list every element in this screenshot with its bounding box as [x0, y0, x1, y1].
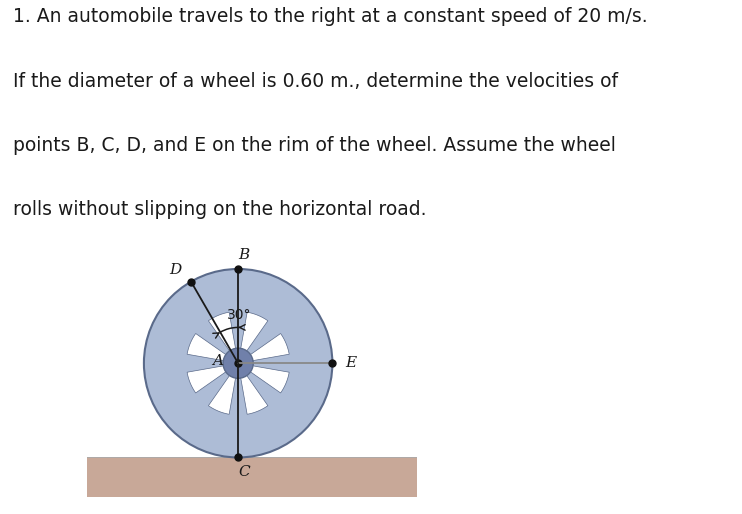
Polygon shape [240, 373, 268, 414]
Circle shape [223, 348, 253, 378]
Bar [88, 457, 417, 497]
Polygon shape [240, 312, 268, 354]
Text: A: A [212, 354, 223, 369]
Text: If the diameter of a wheel is 0.60 m., determine the velocities of: If the diameter of a wheel is 0.60 m., d… [13, 71, 618, 90]
Text: E: E [346, 356, 357, 370]
Text: 30°: 30° [227, 308, 252, 322]
Polygon shape [187, 334, 229, 361]
Polygon shape [247, 365, 289, 393]
Circle shape [144, 269, 332, 457]
Text: B: B [238, 248, 249, 262]
Text: C: C [238, 465, 249, 479]
Polygon shape [209, 373, 236, 414]
Polygon shape [247, 334, 289, 361]
Polygon shape [187, 365, 229, 393]
Text: 1. An automobile travels to the right at a constant speed of 20 m/s.: 1. An automobile travels to the right at… [13, 7, 648, 26]
Text: rolls without slipping on the horizontal road.: rolls without slipping on the horizontal… [13, 200, 427, 219]
Text: points B, C, D, and E on the rim of the wheel. Assume the wheel: points B, C, D, and E on the rim of the … [13, 136, 616, 155]
Polygon shape [209, 312, 236, 354]
Text: D: D [169, 263, 182, 277]
